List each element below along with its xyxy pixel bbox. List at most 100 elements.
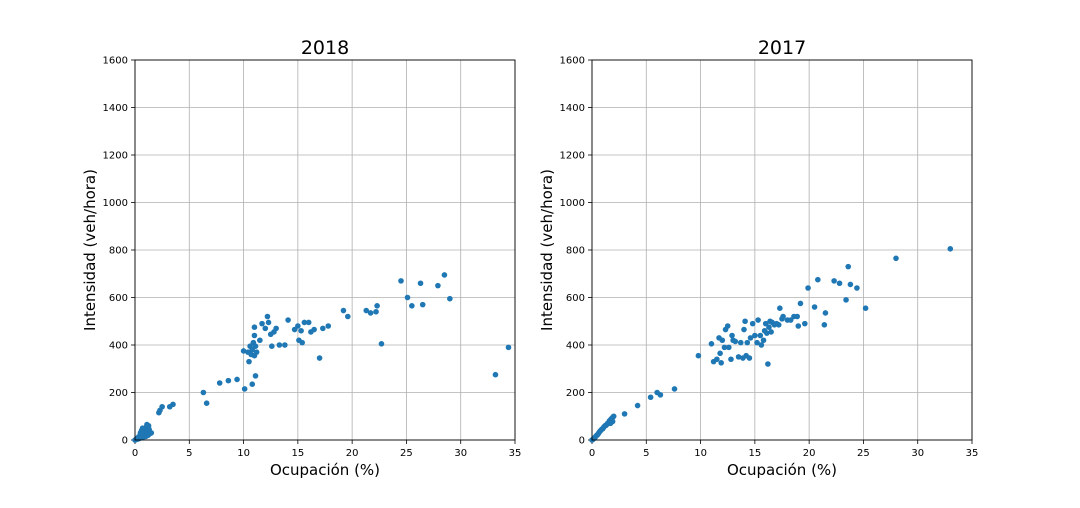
y-tick-label: 0: [579, 436, 585, 447]
scatter-point: [780, 313, 786, 320]
scatter-point: [719, 337, 726, 344]
x-tick-label: 0: [589, 448, 595, 459]
scatter-point: [764, 330, 770, 336]
scatter-point: [775, 322, 782, 328]
scatter-point: [316, 355, 323, 361]
x-axis-label: Ocupación (%): [270, 461, 380, 479]
scatter-point: [252, 373, 259, 379]
y-tick-label: 1200: [560, 151, 585, 162]
scatter-panel-2018: 0 5 10 15 20 25 30 35 0 200 400 600 800 1000 1200 1400 1…: [81, 37, 521, 479]
x-tick-label: 35: [966, 448, 979, 459]
x-tick-label: 20: [346, 448, 359, 459]
y-tick-label: 800: [109, 246, 128, 257]
scatter-point: [417, 280, 424, 287]
scatter-point: [893, 255, 899, 262]
scatter-point: [742, 318, 748, 325]
scatter-point: [862, 305, 869, 311]
scatter-point: [234, 376, 240, 383]
scatter-point: [264, 313, 271, 320]
scatter-point: [755, 317, 761, 323]
y-tick-label: 1200: [103, 151, 128, 162]
scatter-point: [947, 246, 954, 252]
x-tick-label: 35: [509, 448, 522, 459]
scatter-panel-2017: 0 5 10 15 20 25 30 35 0 200 400 600 800 1000 1200 1400 1…: [538, 37, 978, 479]
plot-frame: [134, 59, 516, 441]
scatter-point: [419, 301, 426, 308]
scatter-point: [203, 400, 210, 406]
x-tick-label: 10: [694, 448, 707, 459]
scatter-point: [298, 327, 304, 334]
scatter-point: [811, 304, 818, 310]
x-axis-label: Ocupación (%): [727, 461, 837, 479]
scatter-point: [363, 307, 370, 314]
scatter-point: [325, 323, 332, 329]
scatter-point: [216, 380, 223, 386]
scatter-point: [253, 349, 260, 355]
scatter-point: [265, 319, 272, 326]
scatter-point: [373, 308, 379, 315]
scatter-point: [249, 346, 256, 353]
x-tick-label: 5: [643, 448, 649, 459]
scatter-points: [589, 246, 954, 443]
scatter-point: [240, 348, 247, 354]
y-axis-label: Intensidad (veh/hora): [538, 169, 556, 331]
y-tick-label: 600: [109, 293, 128, 304]
scatter-point: [831, 278, 837, 284]
scatter-point: [345, 313, 351, 320]
scatter-point: [257, 337, 263, 344]
scatter-point: [762, 320, 769, 327]
scatter-point: [671, 386, 678, 392]
scatter-point: [305, 319, 312, 326]
y-tick-label: 1600: [560, 56, 585, 67]
scatter-point: [340, 307, 347, 314]
scatter-point: [744, 339, 751, 346]
scatter-point: [505, 344, 512, 351]
scatter-point: [273, 325, 279, 332]
scatter-point: [285, 317, 291, 323]
scatter-point: [847, 281, 854, 288]
scatter-point: [159, 403, 165, 410]
scatter-point: [746, 355, 753, 361]
scatter-point: [714, 356, 720, 363]
scatter-point: [802, 320, 808, 327]
scatter-point: [374, 303, 380, 309]
scatter-point: [795, 323, 802, 329]
x-tick-label: 30: [454, 448, 467, 459]
scatter-point: [447, 295, 453, 302]
scatter-point: [378, 341, 385, 347]
scatter-point: [726, 344, 732, 351]
scatter-point: [845, 263, 852, 270]
scatter-point: [404, 294, 411, 301]
x-tick-label: 15: [748, 448, 761, 459]
y-tick-label: 1000: [560, 198, 585, 209]
scatter-point: [749, 320, 756, 327]
scatter-point: [139, 425, 146, 431]
y-tick-label: 0: [122, 436, 128, 447]
scatter-point: [251, 324, 258, 330]
scatter-point: [836, 280, 843, 287]
scatter-point: [295, 323, 301, 329]
scatter-point: [728, 356, 734, 363]
scatter-point: [721, 344, 728, 351]
scatter-point: [768, 329, 774, 335]
scatter-point: [854, 285, 860, 291]
scatter-point: [291, 326, 298, 333]
scatter-point: [299, 339, 306, 346]
y-tick-label: 400: [109, 341, 128, 352]
y-tick-label: 200: [566, 388, 585, 399]
scatter-point: [815, 276, 821, 283]
scatter-point: [276, 342, 283, 348]
scatter-point: [409, 303, 415, 309]
x-tick-label: 25: [400, 448, 413, 459]
scatter-point: [435, 282, 441, 289]
scatter-point: [843, 297, 849, 303]
scatter-point: [252, 343, 259, 349]
scatter-point: [621, 411, 628, 417]
scatter-point: [777, 305, 783, 311]
scatter-point: [492, 371, 499, 378]
scatter-point: [752, 332, 758, 339]
scatter-point: [311, 326, 317, 333]
scatter-point: [200, 389, 207, 396]
scatter-point: [797, 300, 804, 307]
